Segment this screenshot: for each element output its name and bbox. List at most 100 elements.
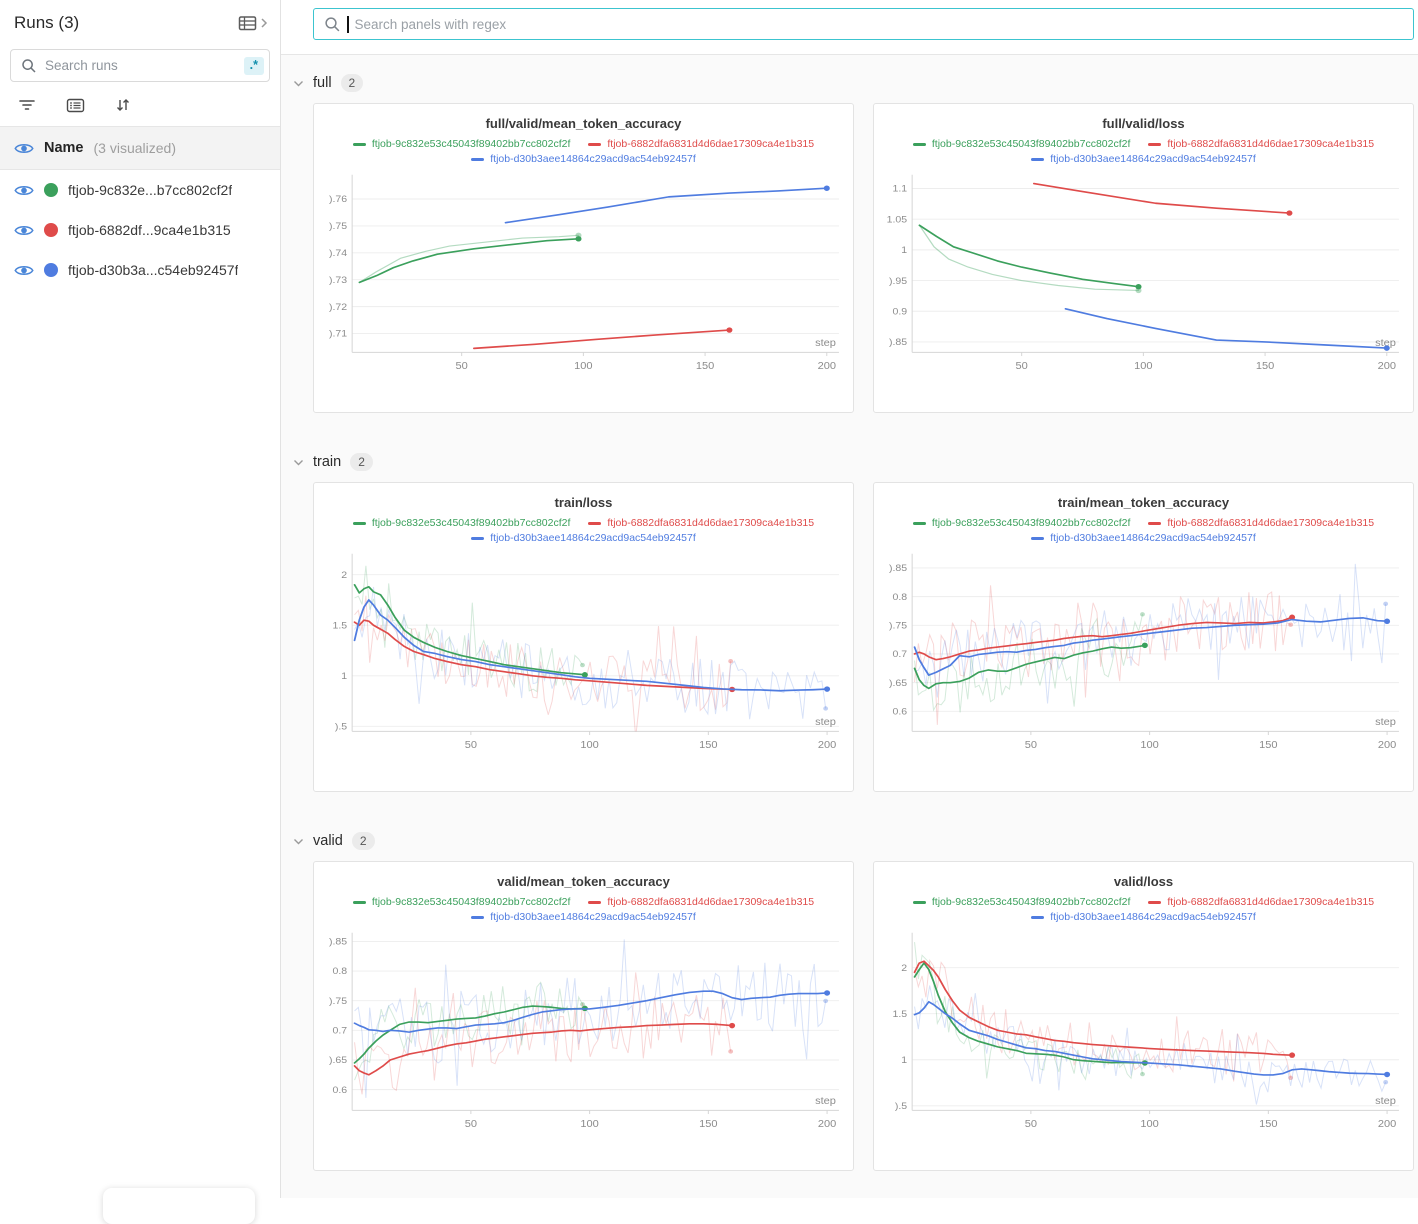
legend-dash-blue (471, 537, 485, 540)
legend-dash-green (912, 901, 926, 904)
chart-panel[interactable]: valid/mean_token_accuracy ftjob-9c832e53… (313, 861, 854, 1171)
svg-text:step: step (815, 1095, 836, 1106)
svg-text:0.6: 0.6 (892, 707, 907, 717)
svg-text:1: 1 (901, 1055, 907, 1065)
legend-run-red: ftjob-6882dfa6831d4d6dae17309ca4e1b315 (1167, 517, 1375, 529)
section-header-full[interactable]: full 2 (293, 74, 1418, 92)
section-header-valid[interactable]: valid 2 (293, 832, 1418, 850)
run-row-blue[interactable]: ftjob-d30b3a...c54eb92457f (0, 250, 280, 290)
run-row-green[interactable]: ftjob-9c832e...b7cc802cf2f (0, 170, 280, 210)
svg-text:100: 100 (580, 1118, 599, 1129)
chart-legend: ftjob-9c832e53c45043f89402bb7cc802cf2f f… (314, 895, 853, 925)
legend-dash-red (1148, 522, 1162, 525)
tooltip-popover (103, 1188, 255, 1224)
legend-dash-green (912, 143, 926, 146)
svg-text:50: 50 (456, 360, 468, 371)
columns-settings-icon[interactable] (66, 98, 85, 113)
chart-panel[interactable]: train/loss ftjob-9c832e53c45043f89402bb7… (313, 482, 854, 792)
sort-icon[interactable] (115, 97, 131, 113)
legend-dash-red (588, 143, 602, 146)
eye-icon[interactable] (14, 183, 34, 198)
chart-panel[interactable]: train/mean_token_accuracy ftjob-9c832e53… (873, 482, 1414, 792)
svg-text:step: step (815, 337, 836, 348)
legend-run-red: ftjob-6882dfa6831d4d6dae17309ca4e1b315 (607, 896, 815, 908)
svg-text:).74: ).74 (329, 248, 348, 258)
search-runs-input[interactable] (45, 58, 236, 73)
svg-text:step: step (815, 716, 836, 727)
sidebar-header: Runs (3) (0, 0, 280, 41)
svg-text:150: 150 (699, 739, 718, 750)
svg-text:).65: ).65 (329, 1056, 348, 1066)
chart-canvas[interactable]: ).85 0.9).95 1 1.05 1.1 50 100 150 200 step (874, 172, 1413, 387)
svg-text:2: 2 (341, 570, 347, 580)
svg-text:step: step (1375, 1095, 1396, 1106)
svg-text:0.6: 0.6 (332, 1085, 347, 1095)
section-header-train[interactable]: train 2 (293, 453, 1418, 471)
svg-text:100: 100 (1140, 1118, 1159, 1129)
eye-icon[interactable] (14, 263, 34, 278)
chevron-down-icon (293, 459, 304, 466)
svg-text:50: 50 (1016, 360, 1028, 371)
chart-panel[interactable]: full/valid/mean_token_accuracy ftjob-9c8… (313, 103, 854, 413)
chevron-down-icon (293, 80, 304, 87)
chart-legend: ftjob-9c832e53c45043f89402bb7cc802cf2f f… (314, 516, 853, 546)
run-row-red[interactable]: ftjob-6882df...9ca4e1b315 (0, 210, 280, 250)
run-name: ftjob-d30b3a...c54eb92457f (68, 262, 239, 278)
svg-text:2: 2 (901, 963, 907, 973)
expand-chevron-icon[interactable] (260, 17, 268, 29)
chart-canvas[interactable]: 0.6).65 0.7).75 0.8).85 50 100 150 200 step (314, 930, 853, 1145)
chart-canvas[interactable]: ).5 1 1.5 2 50 100 150 200 step (314, 551, 853, 766)
panel-row-valid: valid/mean_token_accuracy ftjob-9c832e53… (281, 861, 1418, 1171)
svg-text:).75: ).75 (329, 996, 348, 1006)
legend-dash-green (352, 901, 366, 904)
svg-text:0.7: 0.7 (332, 1026, 347, 1036)
svg-text:step: step (1375, 716, 1396, 727)
svg-text:).76: ).76 (329, 195, 348, 205)
legend-run-green: ftjob-9c832e53c45043f89402bb7cc802cf2f (931, 896, 1131, 908)
runs-title: Runs (3) (14, 13, 80, 32)
panel-row-full: full/valid/mean_token_accuracy ftjob-9c8… (281, 103, 1418, 413)
runs-table-icon[interactable] (238, 15, 258, 32)
runs-toolbar (0, 82, 280, 127)
legend-run-red: ftjob-6882dfa6831d4d6dae17309ca4e1b315 (1167, 896, 1375, 908)
svg-text:0.9: 0.9 (892, 307, 907, 317)
runs-list-header: Name (3 visualized) (0, 127, 280, 170)
chart-canvas[interactable]: 0.6).65 0.7).75 0.8).85 50 100 150 200 step (874, 551, 1413, 766)
regex-toggle-button[interactable]: .* (243, 56, 264, 75)
svg-text:1.5: 1.5 (892, 1009, 907, 1019)
svg-text:50: 50 (465, 1118, 477, 1129)
chart-title: full/valid/mean_token_accuracy (485, 116, 682, 131)
legend-dash-red (1148, 143, 1162, 146)
search-panels-input[interactable] (354, 16, 1403, 32)
chart-title: valid/mean_token_accuracy (497, 874, 670, 889)
svg-text:100: 100 (574, 360, 593, 371)
eye-icon[interactable] (14, 223, 34, 238)
svg-text:).65: ).65 (889, 678, 908, 688)
legend-dash-blue (1031, 916, 1045, 919)
run-color-dot (44, 223, 58, 237)
eye-icon[interactable] (14, 141, 34, 156)
visualized-count-label: (3 visualized) (93, 140, 176, 156)
chart-title: train/loss (554, 495, 613, 510)
legend-dash-green (352, 143, 366, 146)
legend-dash-blue (1031, 158, 1045, 161)
svg-text:200: 200 (1378, 360, 1397, 371)
svg-text:1: 1 (901, 245, 907, 255)
svg-text:1.05: 1.05 (887, 215, 908, 225)
legend-run-blue: ftjob-d30b3aee14864c29acd9ac54eb92457f (1050, 532, 1256, 544)
filter-icon[interactable] (18, 98, 36, 112)
section-count-badge: 2 (340, 74, 364, 92)
chart-panel[interactable]: full/valid/loss ftjob-9c832e53c45043f894… (873, 103, 1414, 413)
svg-text:200: 200 (818, 360, 837, 371)
svg-text:1.1: 1.1 (892, 184, 907, 194)
svg-text:200: 200 (1378, 1118, 1397, 1129)
chart-canvas[interactable]: ).5 1 1.5 2 50 100 150 200 step (874, 930, 1413, 1145)
svg-text:150: 150 (1256, 360, 1275, 371)
section-label: full (313, 75, 332, 91)
panel-row-train: train/loss ftjob-9c832e53c45043f89402bb7… (281, 482, 1418, 792)
chart-panel[interactable]: valid/loss ftjob-9c832e53c45043f89402bb7… (873, 861, 1414, 1171)
chevron-down-icon (293, 838, 304, 845)
chart-canvas[interactable]: ).71).72).73).74).75).76 50 100 150 200 step (314, 172, 853, 387)
chart-title: train/mean_token_accuracy (1057, 495, 1230, 510)
svg-text:100: 100 (1134, 360, 1153, 371)
